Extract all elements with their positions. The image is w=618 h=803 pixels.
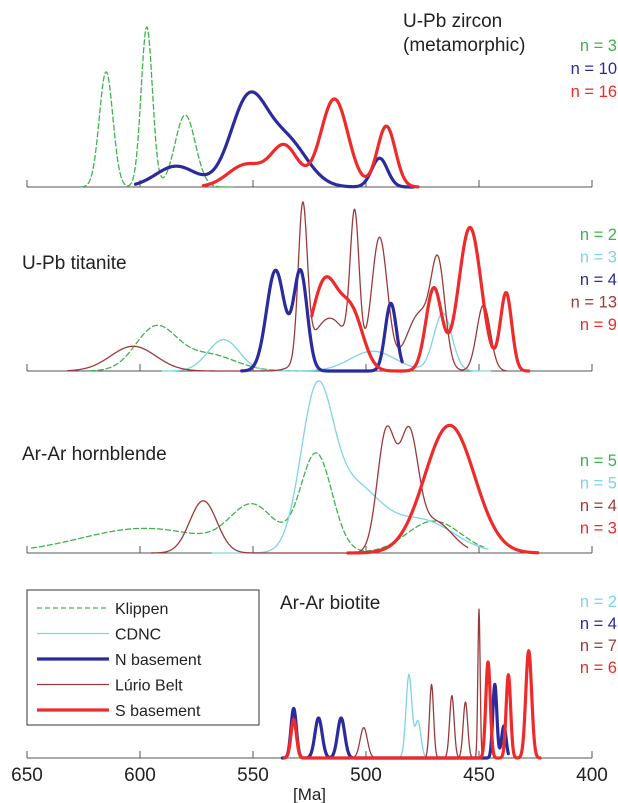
x-tick-label: 450 (463, 765, 495, 786)
curve-s-basement (201, 97, 420, 189)
count-label-cdnc: n = 3 (580, 249, 617, 267)
curve-klippen (30, 452, 485, 552)
count-label-lurio-belt: n = 13 (571, 294, 617, 312)
legend-label-n-basement: N basement (115, 652, 202, 669)
count-label-n-basement: n = 10 (571, 60, 617, 78)
count-label-s-basement: n = 6 (580, 659, 617, 677)
count-label-cdnc: n = 2 (580, 593, 617, 611)
curve-lurio-belt (67, 201, 507, 372)
count-label-klippen: n = 3 (580, 37, 617, 55)
curve-s-basement (310, 225, 531, 373)
curve-n-basement (240, 267, 404, 373)
panel-title: Ar-Ar biotite (280, 593, 380, 614)
panel-title: U-Pb titanite (22, 253, 127, 274)
panel-1: U-Pb zircon (metamorphic) n = 3 n = 10 n = 1… (26, 11, 617, 189)
legend-label-lurio-belt: Lúrio Belt (115, 678, 183, 695)
curve-s-basement (346, 423, 540, 555)
curve-klippen (80, 26, 234, 188)
legend-label-cdnc: CDNC (115, 627, 161, 644)
count-label-s-basement: n = 3 (580, 520, 617, 538)
count-label-n-basement: n = 4 (580, 615, 617, 633)
count-label-s-basement: n = 9 (580, 316, 617, 334)
curve-klippen (89, 324, 345, 372)
legend: Klippen CDNC N basement Lúrio Belt S basemen… (26, 589, 260, 726)
panel-title: (metamorphic) (403, 35, 525, 56)
curve-lurio-belt (150, 425, 469, 554)
chart-panels: U-Pb zircon (metamorphic) n = 3 n = 10 n = 1… (22, 11, 617, 760)
x-tick-label: 500 (350, 765, 382, 786)
curve-s-basement (283, 649, 542, 760)
curve-cdnc (211, 380, 489, 554)
panel-4: Ar-Ar biotite n = 2 n = 4 n = 7 n = 6 (26, 593, 617, 760)
count-label-lurio-belt: n = 4 (580, 497, 617, 515)
curve-cdnc (394, 673, 430, 759)
curve-cdnc (161, 312, 491, 372)
x-tick-label: 600 (124, 765, 156, 786)
count-label-klippen: n = 5 (580, 452, 617, 470)
panel-2: U-Pb titanite n = 2 n = 3 n = 4 n = 13 n = 9 (22, 201, 617, 373)
legend-label-klippen: Klippen (115, 601, 168, 618)
x-axis-label: [Ma] (293, 785, 326, 803)
panel-title: Ar-Ar hornblende (22, 444, 167, 465)
count-label-n-basement: n = 4 (580, 271, 617, 289)
count-label-cdnc: n = 5 (580, 475, 617, 493)
count-label-klippen: n = 2 (580, 226, 617, 244)
x-tick-label: 650 (11, 765, 43, 786)
x-tick-label: 400 (576, 765, 608, 786)
curve-n-basement (133, 90, 416, 189)
panel-title: U-Pb zircon (403, 11, 502, 32)
count-label-lurio-belt: n = 7 (580, 637, 617, 655)
count-label-s-basement: n = 16 (571, 83, 617, 101)
panel-3: Ar-Ar hornblende n = 5 n = 5 n = 4 n = 3 (22, 380, 617, 555)
x-tick-label: 550 (237, 765, 269, 786)
legend-label-s-basement: S basement (115, 703, 201, 720)
x-axis: 650 600 550 500 450 400 [Ma] (11, 765, 608, 803)
curve-n-basement (280, 682, 510, 760)
